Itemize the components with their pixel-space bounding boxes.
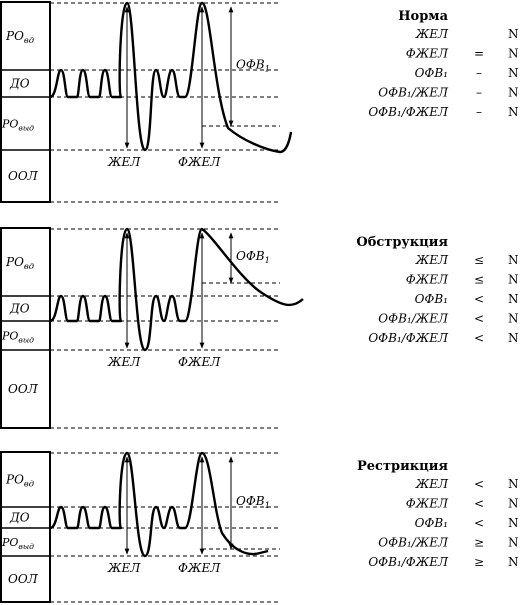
table-row-label: ОФВ₁/ФЖЕЛ	[368, 105, 449, 119]
fvc-label: ФЖЕЛ	[178, 561, 221, 575]
irv-label: РОвд	[5, 29, 34, 45]
erv-label: РОвыд	[1, 536, 34, 551]
erv-label-main: РО	[1, 330, 18, 343]
table-row-sign: ≤	[474, 273, 484, 287]
table-row-sign: –	[476, 105, 482, 119]
table-row-value: N	[508, 516, 519, 530]
table-row-value: N	[508, 555, 519, 569]
table-row-value: N	[508, 312, 519, 326]
table-row-label: ОФВ₁/ЖЕЛ	[378, 86, 449, 100]
vc-label: ЖЕЛ	[107, 155, 141, 169]
irv-label-sub: вд	[24, 35, 34, 45]
irv-label-main: РО	[5, 255, 24, 269]
table-row-sign: <	[474, 497, 484, 511]
spirogram-curve	[49, 1, 293, 154]
table-title: Обструкция	[356, 235, 448, 250]
fev1-label-main: ОФВ	[236, 249, 265, 263]
table-row-value: N	[508, 331, 519, 345]
fev1-label: ОФВ1	[236, 494, 270, 510]
table-row-sign: =	[474, 47, 484, 61]
spirogram-curve	[49, 227, 304, 352]
irv-label-main: РО	[5, 29, 24, 43]
table-row-label: ФЖЕЛ	[406, 47, 449, 61]
table-row-label: ОФВ₁/ФЖЕЛ	[368, 331, 449, 345]
table-row-sign: ≥	[474, 555, 484, 569]
spirogram-curve	[49, 451, 269, 558]
fev1-label-sub: 1	[265, 64, 270, 74]
vc-label: ЖЕЛ	[107, 355, 141, 369]
table-row-label: ФЖЕЛ	[406, 273, 449, 287]
fev1-label: ОФВ1	[236, 249, 270, 265]
erv-label-sub: выд	[18, 542, 34, 551]
table-row-value: N	[508, 86, 519, 100]
erv-label-main: РО	[1, 536, 18, 549]
table-row-sign: <	[474, 292, 484, 306]
table-row-label: ОФВ₁	[415, 516, 448, 530]
rv-label: ООЛ	[8, 382, 39, 396]
fvc-label: ФЖЕЛ	[178, 355, 221, 369]
fev1-label-main: ОФВ	[236, 58, 265, 72]
fev1-label-main: ОФВ	[236, 494, 265, 508]
table-row-sign: –	[476, 66, 482, 80]
table-row-value: N	[508, 105, 519, 119]
table-row-sign: ≤	[474, 253, 484, 267]
irv-label: РОвд	[5, 255, 34, 271]
table-row-label: ОФВ₁/ЖЕЛ	[378, 536, 449, 550]
table-row-value: N	[508, 497, 519, 511]
rv-label: ООЛ	[8, 572, 39, 586]
table-row-value: N	[508, 253, 519, 267]
erv-label: РОвыд	[1, 118, 34, 133]
table-row-label: ОФВ₁/ЖЕЛ	[378, 312, 449, 326]
table-row-value: N	[508, 536, 519, 550]
erv-label: РОвыд	[1, 330, 34, 345]
erv-label-main: РО	[1, 118, 18, 131]
table-row-label: ЖЕЛ	[415, 253, 449, 267]
criteria-table: Обструкция ЖЕЛ ≤ N ФЖЕЛ ≤ N ОФВ₁ < N ОФВ₁/ЖЕЛ < N ОФВ…	[356, 235, 518, 345]
erv-label-sub: выд	[18, 336, 34, 345]
table-row-label: ФЖЕЛ	[406, 497, 449, 511]
table-row-value: N	[508, 273, 519, 287]
table-row-sign: <	[474, 516, 484, 530]
irv-label-sub: вд	[24, 261, 34, 271]
criteria-table: Норма ЖЕЛ N ФЖЕЛ = N ОФВ₁ – N ОФВ₁/ЖЕЛ – N ОФВ₁/ФЖЕЛ…	[368, 9, 518, 119]
table-row-label: ОФВ₁	[415, 292, 448, 306]
table-row-value: N	[508, 27, 519, 41]
tv-label: ДО	[9, 302, 30, 316]
tv-label: ДО	[9, 511, 30, 525]
table-row-sign: <	[474, 477, 484, 491]
table-row-value: N	[508, 47, 519, 61]
table-row-value: N	[508, 66, 519, 80]
vc-label: ЖЕЛ	[107, 561, 141, 575]
table-row-label: ОФВ₁/ФЖЕЛ	[368, 555, 449, 569]
table-title: Рестрикция	[357, 459, 448, 474]
table-row-label: ЖЕЛ	[415, 477, 449, 491]
table-row-sign: <	[474, 312, 484, 326]
table-row-sign: –	[476, 86, 482, 100]
table-row-value: N	[508, 292, 519, 306]
tv-label: ДО	[9, 77, 30, 91]
irv-label-main: РО	[5, 473, 24, 487]
table-row-sign: <	[474, 331, 484, 345]
table-row-label: ЖЕЛ	[415, 27, 449, 41]
fev1-label-sub: 1	[265, 255, 270, 265]
fev1-label: ОФВ1	[236, 58, 270, 74]
table-row-label: ОФВ₁	[415, 66, 448, 80]
table-row-sign: ≥	[474, 536, 484, 550]
irv-label: РОвд	[5, 473, 34, 489]
erv-label-sub: выд	[18, 124, 34, 133]
table-title: Норма	[398, 9, 448, 24]
criteria-table: Рестрикция ЖЕЛ < N ФЖЕЛ < N ОФВ₁ < N ОФВ₁/ЖЕЛ ≥ N ОФВ…	[357, 459, 519, 569]
fev1-label-sub: 1	[265, 500, 270, 510]
table-row-value: N	[508, 477, 519, 491]
rv-label: ООЛ	[8, 169, 39, 183]
fvc-label: ФЖЕЛ	[178, 155, 221, 169]
irv-label-sub: вд	[24, 479, 34, 489]
